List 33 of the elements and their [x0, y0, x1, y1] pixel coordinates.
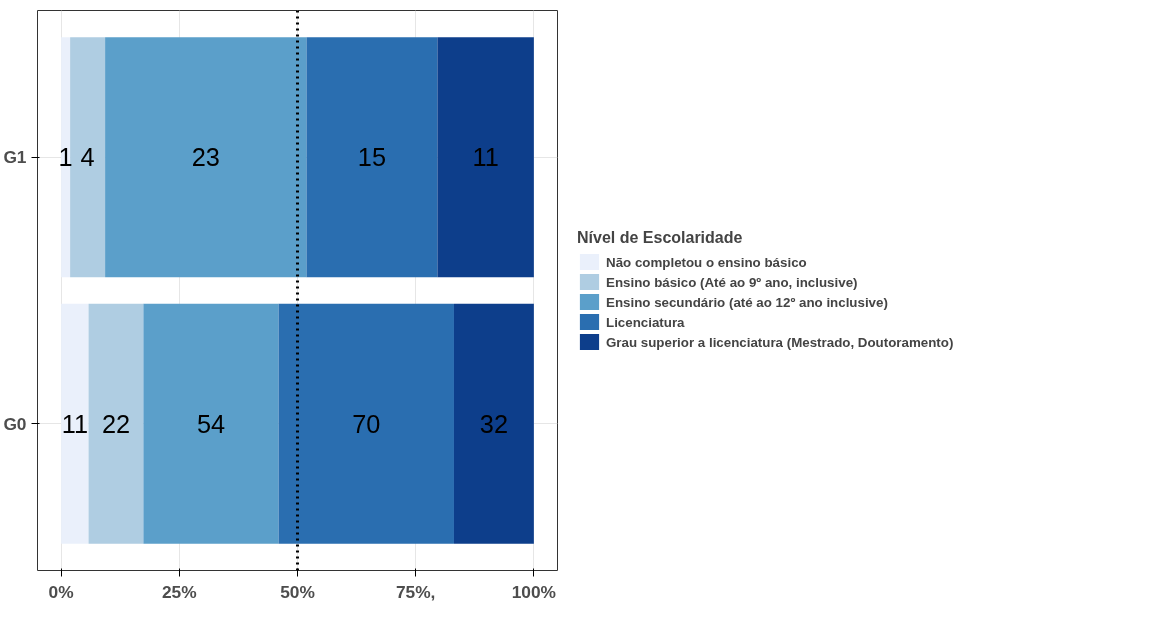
legend-label: Ensino secundário (até ao 12º ano inclusive)	[606, 293, 888, 312]
legend-title: Nível de Escolaridade	[577, 228, 744, 247]
bar	[61, 303, 89, 544]
bar	[88, 303, 144, 544]
bar	[61, 37, 71, 278]
x-tick-label: 75%,	[395, 581, 436, 602]
annotation: 23	[191, 143, 220, 172]
bar	[105, 37, 307, 278]
annotation: 1	[58, 143, 73, 172]
x-tick-label: 50%	[280, 581, 315, 602]
annotation: 15	[357, 143, 387, 172]
annotation: 54	[196, 409, 226, 438]
x-tick-label: 100%	[511, 581, 557, 602]
annotation: 32	[479, 409, 509, 438]
annotation: 11	[472, 143, 499, 172]
legend-label: Licenciatura	[606, 313, 685, 331]
bar	[143, 303, 279, 544]
bar	[437, 37, 534, 278]
annotation: 70	[352, 409, 381, 438]
bar	[70, 37, 106, 278]
y-tick-label: G0	[3, 413, 27, 434]
annotation: 4	[80, 143, 95, 172]
bar	[453, 303, 534, 544]
annotation: 22	[101, 409, 131, 438]
legend-label: Grau superior a licenciatura (Mestrado, Doutoramento)	[606, 333, 954, 352]
bar	[306, 37, 438, 278]
legend-label: Não completou o ensino básico	[606, 253, 807, 272]
x-tick-label: 25%	[161, 581, 197, 602]
x-tick-label: 0%	[48, 581, 74, 602]
annotation: 11	[61, 409, 88, 438]
y-tick-label: G1	[3, 147, 27, 168]
legend-label: Ensino básico (Até ao 9º ano, inclusive)	[606, 273, 858, 292]
bar	[278, 303, 454, 544]
